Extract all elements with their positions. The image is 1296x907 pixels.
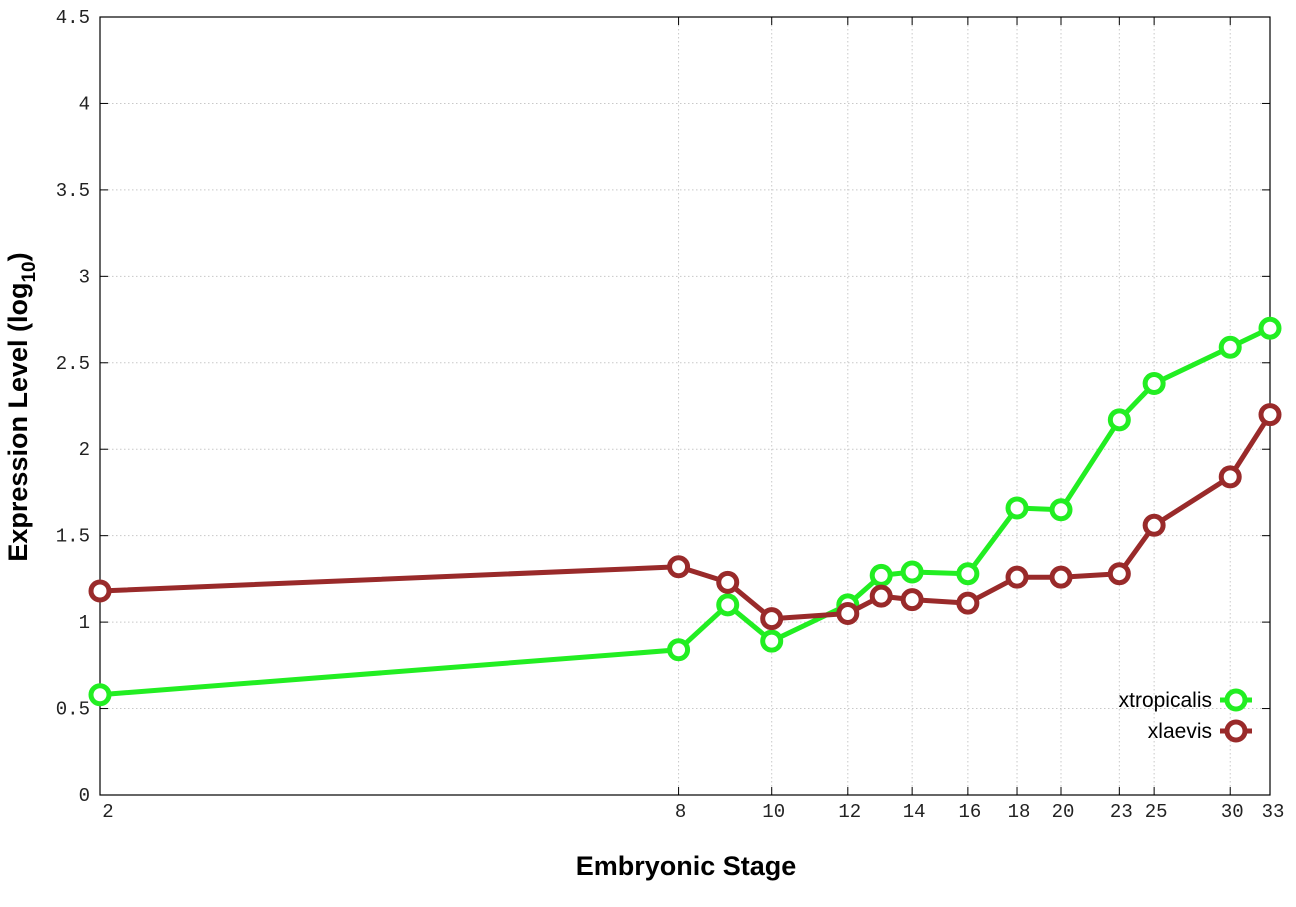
y-tick-label: 4 bbox=[79, 93, 90, 115]
data-point-xtropicalis bbox=[1107, 408, 1131, 432]
data-point-xlaevis bbox=[836, 601, 860, 625]
y-tick-label: 2 bbox=[79, 439, 90, 461]
data-point-xtropicalis bbox=[1142, 372, 1166, 396]
x-tick-label: 2 bbox=[102, 801, 113, 823]
y-tick-label: 3 bbox=[79, 266, 90, 288]
legend: xtropicalis xlaevis bbox=[1119, 688, 1252, 743]
series-line-xtropicalis bbox=[99, 325, 1272, 698]
data-point-xlaevis bbox=[667, 555, 691, 579]
data-point-xlaevis bbox=[1107, 562, 1131, 586]
data-point-xtropicalis bbox=[1258, 316, 1282, 340]
data-point-xlaevis bbox=[956, 591, 980, 615]
x-tick-label: 10 bbox=[762, 801, 785, 823]
data-point-xtropicalis bbox=[1005, 496, 1029, 520]
y-tick-label: 2.5 bbox=[56, 353, 90, 375]
data-point-xlaevis bbox=[1049, 565, 1073, 589]
x-tick-label: 23 bbox=[1110, 801, 1133, 823]
data-point-xlaevis bbox=[1218, 465, 1242, 489]
data-point-xtropicalis bbox=[88, 683, 112, 707]
series-group bbox=[88, 316, 1282, 707]
x-tick-label: 14 bbox=[903, 801, 926, 823]
data-point-xtropicalis bbox=[869, 563, 893, 587]
series-xlaevis bbox=[88, 403, 1282, 631]
data-point-xlaevis bbox=[1005, 565, 1029, 589]
data-point-xlaevis bbox=[1258, 403, 1282, 427]
data-point-xtropicalis bbox=[760, 629, 784, 653]
axis-ticks: 0 0.5 1 1.5 2 2.5 3 3.5 4 4.5 2 8 10 12 14 16 18 20 23 25 30… bbox=[56, 7, 1285, 823]
y-axis-title-main: Expression Level (log bbox=[3, 283, 33, 562]
x-tick-label: 20 bbox=[1052, 801, 1075, 823]
series-line-xlaevis bbox=[99, 413, 1273, 622]
data-point-xtropicalis bbox=[716, 593, 740, 617]
data-point-xtropicalis bbox=[667, 638, 691, 662]
x-tick-label: 12 bbox=[838, 801, 861, 823]
x-tick-label: 8 bbox=[675, 801, 686, 823]
y-tick-label: 0.5 bbox=[56, 699, 90, 721]
legend-label-xlaevis: xlaevis bbox=[1148, 720, 1212, 743]
y-axis-title-close: ) bbox=[3, 252, 33, 261]
y-tick-label: 4.5 bbox=[56, 7, 90, 29]
x-tick-label: 33 bbox=[1262, 801, 1285, 823]
data-point-xlaevis bbox=[716, 570, 740, 594]
x-tick-label: 25 bbox=[1145, 801, 1168, 823]
data-point-xlaevis bbox=[900, 588, 924, 612]
y-tick-label: 1 bbox=[79, 612, 90, 634]
legend-marker-xtropicalis bbox=[1224, 688, 1248, 712]
data-point-xtropicalis bbox=[1049, 498, 1073, 522]
x-tick-label: 30 bbox=[1221, 801, 1244, 823]
series-xtropicalis bbox=[88, 316, 1282, 707]
legend-marker-xlaevis bbox=[1224, 719, 1248, 743]
legend-label-xtropicalis: xtropicalis bbox=[1119, 689, 1212, 712]
y-axis-title: Expression Level (log10) bbox=[3, 252, 40, 561]
x-tick-label: 16 bbox=[958, 801, 981, 823]
data-point-xtropicalis bbox=[956, 562, 980, 586]
x-tick-label: 18 bbox=[1008, 801, 1031, 823]
data-point-xlaevis bbox=[88, 579, 112, 603]
x-axis-title: Embryonic Stage bbox=[576, 851, 797, 881]
data-point-xlaevis bbox=[760, 607, 784, 631]
data-point-xtropicalis bbox=[1218, 335, 1242, 359]
data-point-xlaevis bbox=[1142, 513, 1166, 537]
y-tick-label: 3.5 bbox=[56, 180, 90, 202]
y-axis-title-subscript: 10 bbox=[19, 261, 40, 282]
y-tick-label: 1.5 bbox=[56, 526, 90, 548]
data-point-xlaevis bbox=[869, 584, 893, 608]
data-point-xtropicalis bbox=[900, 560, 924, 584]
y-tick-label: 0 bbox=[79, 785, 90, 807]
grid bbox=[100, 17, 1270, 795]
plot-area-border bbox=[99, 16, 1271, 796]
